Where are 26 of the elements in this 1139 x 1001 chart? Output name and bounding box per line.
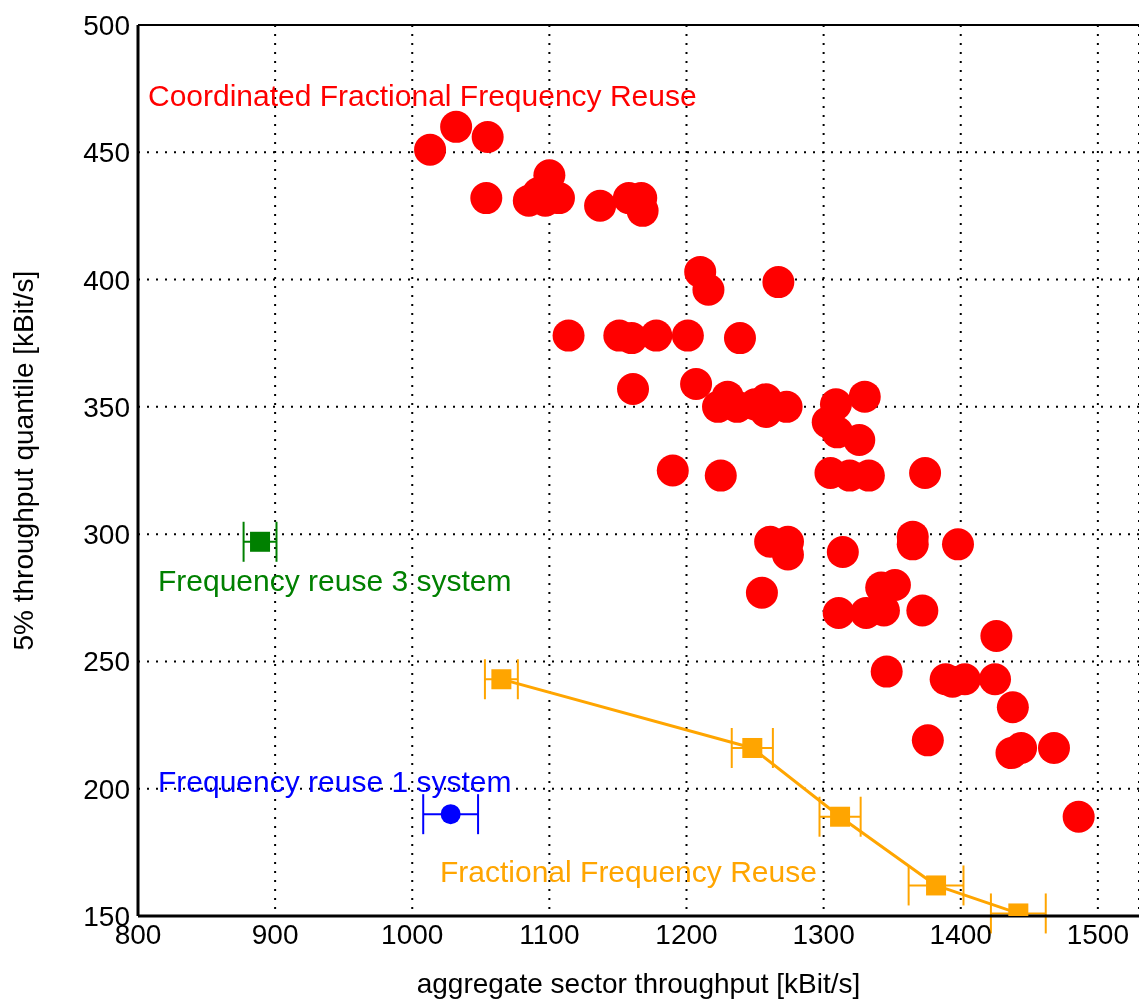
x-tick-label: 1100	[519, 918, 580, 950]
point	[440, 804, 461, 825]
point	[926, 875, 947, 896]
series-label: Fractional Frequency Reuse	[440, 854, 817, 890]
y-axis-title: 5% throughput quantile [kBit/s]	[7, 270, 39, 651]
x-tick-label: 900	[251, 918, 299, 950]
x-tick-label: 1400	[929, 918, 992, 950]
y-tick-label: 350	[83, 391, 130, 423]
y-tick-label: 200	[83, 773, 130, 805]
point	[830, 806, 851, 827]
x-tick-label: 1200	[655, 918, 718, 950]
y-tick-label: 450	[83, 137, 130, 169]
text: Frequency reuse 3 system	[158, 563, 512, 599]
y-tick-label: 300	[83, 519, 130, 551]
x-tick-label: 1300	[792, 918, 855, 950]
point	[491, 669, 512, 690]
point	[742, 737, 763, 758]
x-tick-label: 1000	[381, 918, 444, 950]
series-label: Frequency reuse 1 system	[158, 764, 512, 800]
y-tick-label: 400	[83, 264, 130, 296]
y-tick-label: 250	[83, 646, 130, 678]
series-label: Coordinated Fractional Frequency Reuse	[148, 78, 697, 114]
y-tick-label: 500	[83, 9, 130, 41]
x-axis-title: aggregate sector throughput [kBit/s]	[416, 968, 861, 999]
point	[250, 531, 271, 552]
x-tick-label: 1500	[1066, 918, 1130, 950]
